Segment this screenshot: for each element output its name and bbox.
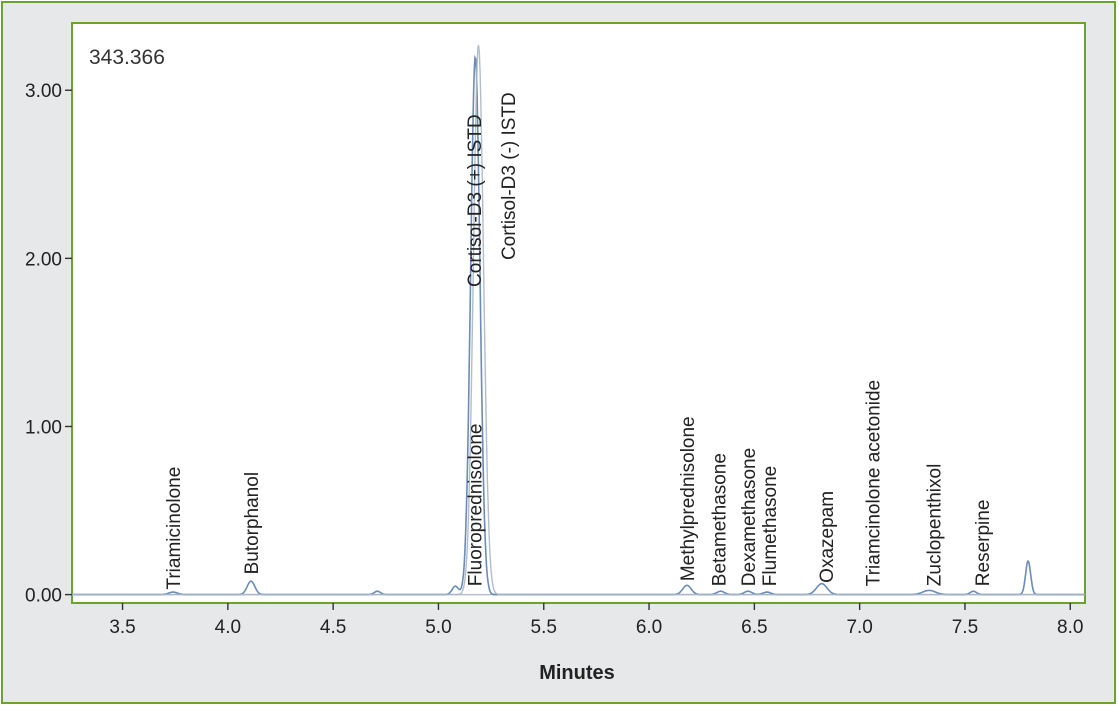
peak-label: Flumethasone [760,466,781,586]
trace-series-2 [72,45,1085,596]
y-axis: 0.00 1.00 2.00 3.00 [25,81,72,607]
peak-label: Triamcinolone acetonide [863,380,884,586]
peak-label: Dexamethasone [739,448,760,586]
chromatogram-chart: Triamicinolone Butorphanol Fluoroprednisol… [25,22,1086,684]
plot-frame [71,22,1086,604]
peak-label: Methylprednisolone [678,416,699,581]
peak-label: Reserpine [973,500,994,587]
peak-labels: Triamicinolone Butorphanol Fluoroprednisol… [164,92,994,589]
peak-label: Cortisol-D3 (-) ISTD [499,92,520,260]
peak-label: Fluoroprednisolone [465,424,486,587]
peak-label: Butorphanol [242,472,263,574]
traces [72,45,1085,596]
peak-label: Oxazepam [817,491,838,583]
plot-area [71,22,1086,604]
x-tick-label: 8.0 [1057,617,1083,638]
y-tick-label: 1.00 [25,417,62,438]
peak-label: Cortisol-D3 (+) ISTD [465,114,486,287]
x-tick-label: 3.5 [109,617,135,638]
x-tick-label: 7.0 [846,617,872,638]
x-tick-label: 4.5 [320,617,346,638]
x-tick-label: 5.0 [425,617,451,638]
peak-label: Triamicinolone [164,467,185,590]
peak-label: Zuclopenthixol [924,464,945,587]
y-tick-label: 0.00 [25,586,62,607]
x-tick-label: 6.5 [741,617,767,638]
x-tick-label: 5.5 [531,617,557,638]
x-tick-label: 4.0 [215,617,241,638]
y-tick-label: 3.00 [25,81,62,102]
x-axis-title: Minutes [539,662,615,684]
y-tick-label: 2.00 [25,249,62,270]
peak-label: Betamethasone [710,453,731,586]
x-tick-label: 6.0 [636,617,662,638]
x-axis: 3.5 4.0 4.5 5.0 5.5 6.0 6.5 7.0 7.5 8.0 [109,603,1083,638]
corner-label: 343.366 [89,46,165,69]
x-tick-label: 7.5 [952,617,978,638]
